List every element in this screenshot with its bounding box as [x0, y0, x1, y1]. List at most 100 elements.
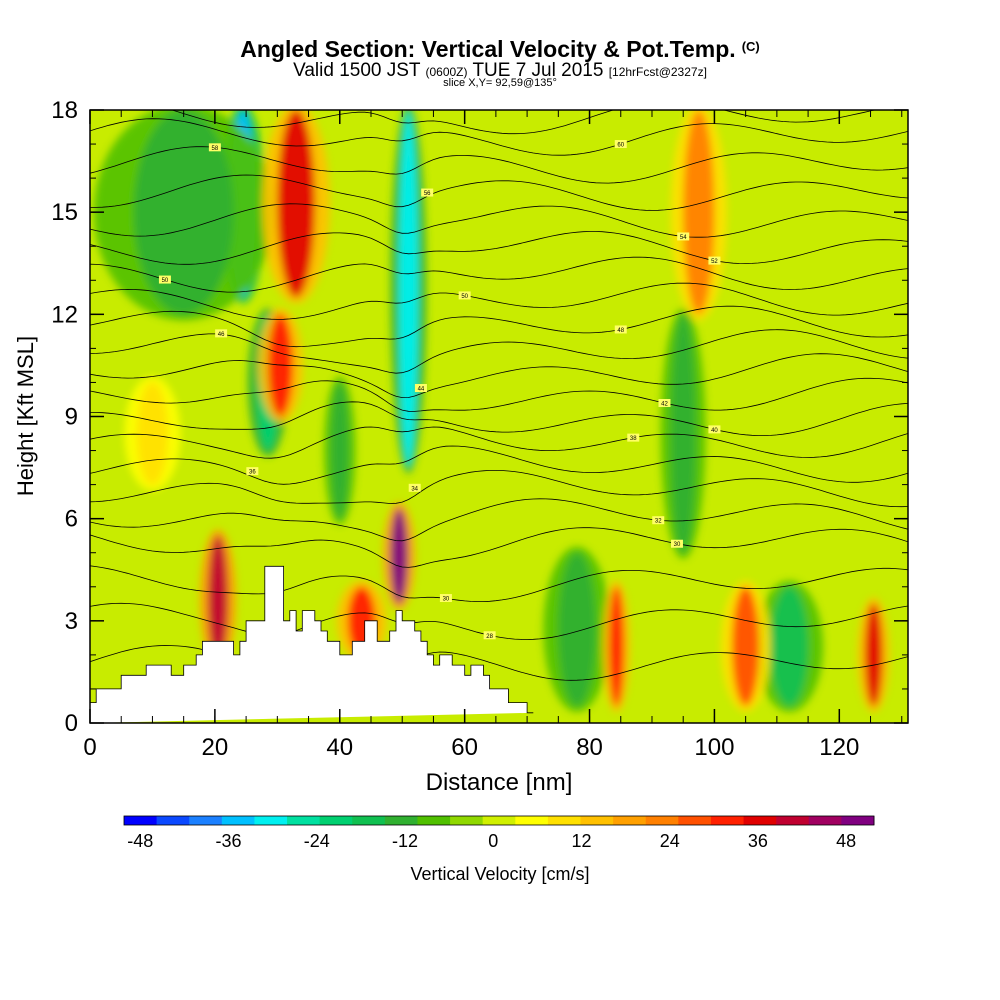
updraft-cell [390, 508, 408, 604]
velocity-field: 2628303032343638404244464850505254565860… [90, 95, 908, 723]
downdraft-cell [133, 110, 234, 315]
colorbar-tick-label: 36 [748, 831, 768, 851]
contour-label-bg [652, 516, 665, 525]
contour-line [90, 602, 908, 640]
contour-label-bg [708, 425, 721, 434]
contour-line [90, 174, 908, 211]
colorbar-swatch [254, 816, 288, 825]
contour-line [90, 231, 908, 265]
colorbar-swatch [515, 816, 549, 825]
colorbar-swatch [808, 816, 842, 825]
chart-subtitle: Valid 1500 JST (0600Z) TUE 7 Jul 2015 [1… [0, 60, 1000, 82]
contour-label: 48 [617, 328, 624, 334]
contour-line [170, 110, 877, 135]
contour-line [90, 498, 908, 542]
x-axis: 0 20 40 60 80 100 120 [83, 110, 903, 761]
contour-line [90, 353, 908, 399]
chart-title: Angled Section: Vertical Velocity & Pot.… [0, 36, 1000, 63]
y-tick-label: 6 [65, 506, 78, 533]
contour-label-bg [115, 95, 127, 103]
contour-label-bg [158, 275, 171, 284]
colorbar-swatch [287, 816, 321, 825]
colorbar-swatch [482, 816, 516, 825]
contour-label-bg [627, 433, 640, 442]
contour-label-bg [408, 483, 421, 492]
contour-label: 50 [461, 294, 468, 300]
contour-line [90, 377, 908, 412]
contour-label: 44 [418, 386, 425, 392]
downdraft-cell [398, 110, 419, 468]
contour-line [90, 305, 908, 348]
colorbar-tick-label: 12 [571, 831, 591, 851]
colorbar-swatch [645, 816, 679, 825]
updraft-cell [864, 603, 883, 706]
contour-label-bg [614, 140, 627, 149]
contour-label: 40 [711, 428, 718, 434]
contour-label: 56 [424, 191, 431, 197]
colorbar-swatch [678, 816, 712, 825]
colorbar-swatch [776, 816, 810, 825]
contour-label-bg [677, 232, 690, 241]
contour-label-bg [483, 631, 496, 640]
y-tick-label: 12 [51, 301, 78, 328]
contour-line [90, 445, 908, 485]
valid-date: TUE 7 Jul 2015 [472, 60, 604, 81]
colorbar-tick-label: -36 [216, 831, 242, 851]
y-tick-label: 15 [51, 199, 78, 226]
updraft-cell [683, 110, 715, 315]
y-axis-label: Height [Kft MSL] [13, 336, 38, 496]
title-text: Angled Section: Vertical Velocity & Pot.… [240, 36, 736, 62]
contour-line [90, 146, 908, 184]
colorbar-swatch [450, 816, 484, 825]
contour-line [90, 470, 908, 508]
contour-label-bg [658, 399, 671, 408]
y-tick-label: 3 [65, 608, 78, 635]
contour-label: 34 [411, 486, 418, 492]
y-tick-label: 9 [65, 404, 78, 431]
valid-time-utc: (0600Z) [425, 65, 468, 79]
colorbar-swatch [710, 816, 745, 825]
potential-temperature-contours: 2628303032343638404244464850505254565860… [90, 95, 908, 681]
x-tick-label: 0 [83, 734, 96, 761]
colorbar-tick-label: 24 [660, 831, 680, 851]
colorbar-swatch [613, 816, 647, 825]
colorbar-tick-label: -24 [304, 831, 330, 851]
colorbar-tick-label: -48 [127, 831, 153, 851]
colorbar-swatch [547, 816, 582, 825]
contour-label: 42 [661, 402, 668, 408]
contour-label: 36 [249, 470, 256, 476]
downdraft-cell [770, 586, 809, 706]
contour-line [90, 565, 908, 602]
colorbar-tick-label: -12 [392, 831, 418, 851]
colorbar-tick-label: 0 [488, 831, 498, 851]
contour-line [90, 426, 908, 459]
slice-info: slice X,Y= 92,59@135° [443, 77, 557, 89]
contour-label: 54 [680, 235, 687, 241]
contour-label: 32 [655, 519, 662, 525]
contour-label: 38 [630, 436, 637, 442]
x-tick-label: 60 [451, 734, 478, 761]
colorbar-swatch [743, 816, 777, 825]
updraft-cell [608, 586, 624, 706]
contour-label: 60 [617, 143, 624, 149]
contour-line [90, 282, 908, 320]
contour-label: 52 [711, 259, 718, 265]
forecast-run: [12hrFcst@2327z] [608, 65, 707, 79]
contour-label: 58 [212, 146, 219, 152]
contour-label-bg [614, 325, 627, 334]
contour-label: 28 [486, 634, 493, 640]
updraft-cell [136, 382, 169, 485]
terrain [90, 565, 534, 723]
y-tick-label: 18 [51, 97, 78, 124]
contour-label-bg [708, 256, 721, 265]
contour-label: 46 [218, 332, 225, 338]
contour-label-bg [421, 188, 434, 197]
colorbar-frame [123, 815, 875, 826]
contour-label-bg [458, 291, 471, 300]
y-tick-label: 0 [65, 710, 78, 737]
colorbar-swatch [319, 816, 353, 825]
contour-line [90, 118, 908, 156]
contour-label-bg [439, 594, 452, 603]
colorbar-swatch [417, 816, 451, 825]
contour-label-bg [670, 539, 683, 548]
